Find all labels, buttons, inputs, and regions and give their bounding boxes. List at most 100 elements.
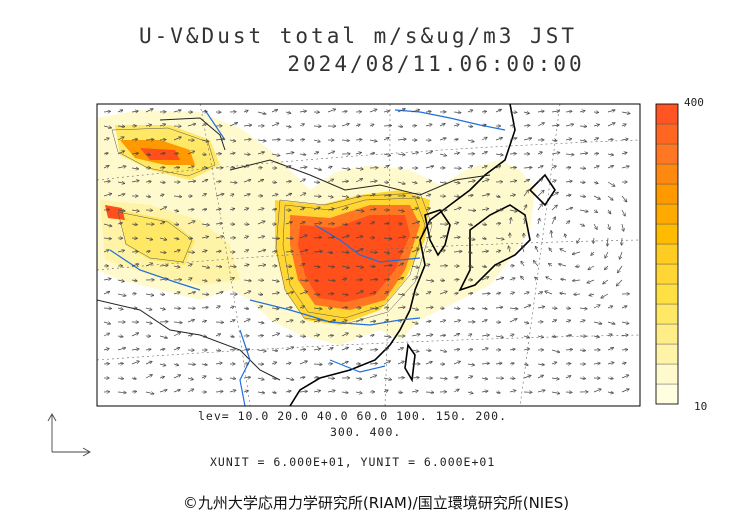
wind-arrow (439, 320, 445, 322)
wind-arrow (159, 349, 165, 350)
wind-arrow (201, 336, 206, 337)
wind-arrow (551, 192, 558, 197)
wind-arrow (481, 378, 487, 379)
wind-arrow (173, 266, 180, 267)
wind-arrow (551, 231, 552, 239)
wind-arrow (565, 124, 574, 126)
wind-arrow (481, 320, 487, 322)
wind-arrow (621, 153, 627, 155)
wind-arrow (453, 389, 459, 393)
wind-arrow (187, 334, 192, 336)
wind-arrow (173, 196, 181, 197)
wind-arrow (383, 348, 388, 350)
wind-arrow (131, 280, 137, 281)
wind-arrow (481, 293, 490, 294)
wind-arrow (187, 264, 192, 266)
wind-arrow (229, 278, 234, 280)
wind-arrow (565, 195, 571, 196)
wind-arrow (369, 363, 377, 364)
wind-arrow (271, 140, 280, 141)
wind-arrow (607, 181, 615, 186)
wind-arrow (523, 376, 531, 379)
wind-arrow (425, 292, 431, 294)
wind-arrow (117, 182, 125, 183)
wind-arrow (229, 336, 234, 337)
wind-arrow (103, 194, 111, 197)
wind-arrow (215, 350, 221, 351)
wind-arrow (467, 110, 473, 112)
wind-arrow (551, 378, 559, 379)
wind-arrow (621, 322, 629, 324)
wind-arrow (551, 336, 556, 337)
wind-arrow (603, 279, 609, 284)
wind-arrow (593, 336, 599, 337)
wind-arrow (201, 294, 209, 295)
wind-arrow (201, 266, 209, 268)
wind-arrow (187, 209, 194, 210)
wind-arrow (313, 251, 322, 252)
wind-arrow (439, 154, 446, 156)
wind-arrow (103, 153, 108, 154)
wind-arrow (565, 167, 571, 168)
wind-arrow (509, 378, 515, 379)
wind-arrow (509, 154, 516, 155)
wind-arrow (397, 278, 403, 280)
wind-arrow (495, 392, 500, 393)
wind-arrow (313, 237, 321, 238)
wind-arrow (145, 322, 152, 324)
wind-arrow (313, 335, 319, 336)
wind-arrow (257, 265, 265, 266)
wind-arrow (299, 306, 304, 308)
wind-arrow (565, 154, 574, 155)
wind-arrow (313, 377, 318, 378)
wind-arrow (579, 224, 584, 226)
wind-arrow (587, 279, 595, 283)
wind-arrow (546, 277, 553, 281)
wind-arrow (439, 182, 447, 184)
wind-arrow (425, 151, 432, 155)
wind-arrow (425, 236, 432, 238)
wind-arrow (271, 182, 276, 183)
rivers (109, 109, 506, 406)
wind-arrow (299, 349, 306, 350)
wind-arrow (243, 291, 251, 295)
wind-arrow (481, 363, 489, 364)
wind-arrow (271, 154, 280, 156)
wind-arrow (593, 125, 599, 127)
wind-arrow (299, 154, 306, 155)
wind-arrow (201, 224, 209, 225)
wind-arrow (327, 391, 335, 393)
wind-arrow (159, 364, 166, 366)
wind-arrow (229, 378, 235, 379)
wind-arrow (313, 391, 320, 392)
wind-arrow (271, 333, 279, 337)
wind-arrow (601, 293, 609, 298)
wind-arrow (425, 335, 433, 336)
wind-arrow (257, 221, 265, 225)
wind-arrow (621, 195, 627, 202)
wind-arrow (383, 182, 388, 183)
wind-arrow (145, 392, 154, 394)
wind-arrow (243, 194, 250, 196)
wind-arrow (621, 335, 628, 336)
wind-arrow (271, 350, 277, 351)
wind-arrow (453, 124, 459, 126)
wind-arrow (187, 389, 194, 393)
wind-arrow (538, 219, 540, 225)
wind-arrow (173, 375, 180, 379)
colorbar-segment (655, 143, 679, 165)
wind-arrow (271, 110, 277, 112)
wind-arrow (509, 390, 516, 392)
wind-arrow (481, 308, 487, 309)
wind-arrow (523, 364, 528, 365)
wind-arrow (327, 237, 334, 238)
wind-arrow (173, 322, 182, 323)
wind-arrow (313, 152, 318, 154)
wind-arrow (299, 179, 305, 183)
wind-arrow (537, 307, 544, 308)
wind-arrow (537, 179, 543, 183)
wind-arrow (551, 153, 560, 155)
wind-arrow (467, 126, 473, 127)
wind-arrow (229, 209, 234, 210)
wind-arrow (369, 222, 374, 224)
